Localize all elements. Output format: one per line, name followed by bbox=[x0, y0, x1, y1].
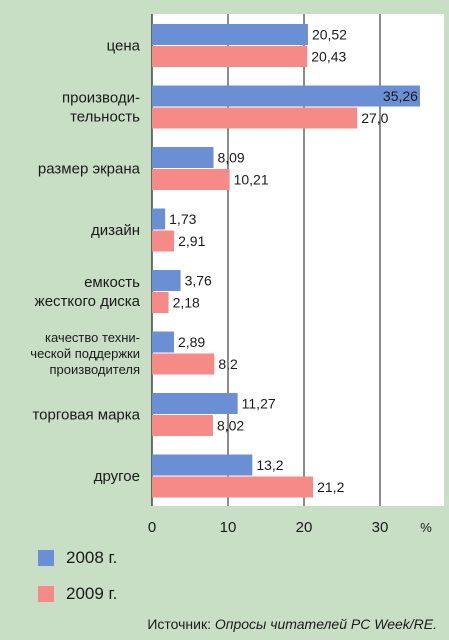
bar-2008-1 bbox=[152, 85, 420, 107]
tick-label-20: 20 bbox=[296, 519, 313, 536]
value-label: 2,91 bbox=[178, 233, 205, 249]
bar-2009-6 bbox=[152, 415, 213, 436]
value-label: 20,43 bbox=[311, 49, 346, 65]
bar-2008-3 bbox=[152, 208, 166, 230]
legend: 2008 г. 2009 г. bbox=[38, 540, 117, 612]
category-label: дизайн bbox=[91, 222, 140, 239]
value-label: 10,21 bbox=[234, 172, 269, 188]
legend-swatch-2008 bbox=[38, 550, 54, 566]
bar-2008-7 bbox=[152, 454, 253, 476]
legend-item-2009: 2009 г. bbox=[38, 576, 117, 612]
bar-2008-0 bbox=[152, 24, 308, 45]
legend-label-2008: 2008 г. bbox=[66, 548, 118, 567]
bar-2008-4 bbox=[152, 270, 181, 291]
value-label: 27,0 bbox=[361, 110, 388, 126]
value-label: 1,73 bbox=[169, 211, 196, 227]
value-label: 20,52 bbox=[312, 27, 347, 43]
bar-2009-3 bbox=[152, 230, 175, 252]
source-body: Опросы читателей PC Week/RE. bbox=[214, 616, 437, 632]
category-label: жесткого диска bbox=[35, 293, 141, 310]
category-label: производителя bbox=[49, 362, 140, 377]
value-label: 11,27 bbox=[242, 396, 276, 412]
tick-label-30: 30 bbox=[372, 519, 389, 536]
unit-label: % bbox=[420, 520, 432, 535]
category-label: производи- bbox=[62, 90, 140, 107]
source-prefix: Источник: bbox=[147, 616, 215, 632]
legend-item-2008: 2008 г. bbox=[38, 540, 117, 576]
value-label: 8,2 bbox=[218, 356, 238, 372]
category-label: тельность bbox=[70, 109, 140, 126]
bar-2009-5 bbox=[152, 353, 215, 375]
value-label: 35,26 bbox=[383, 88, 418, 104]
value-label: 2,89 bbox=[178, 334, 205, 350]
bar-2009-1 bbox=[152, 107, 358, 129]
bar-2008-6 bbox=[152, 393, 238, 414]
value-label: 13,2 bbox=[256, 457, 283, 473]
category-label: размер экрана bbox=[38, 161, 141, 178]
value-label: 8,09 bbox=[217, 150, 244, 166]
value-label: 2,18 bbox=[173, 295, 200, 311]
value-label: 8,02 bbox=[217, 418, 244, 434]
category-label: емкость bbox=[84, 274, 140, 291]
legend-swatch-2009 bbox=[38, 586, 54, 602]
category-label: торговая марка bbox=[32, 407, 140, 424]
bar-2009-2 bbox=[152, 169, 230, 190]
legend-label-2009: 2009 г. bbox=[66, 584, 118, 603]
bar-2008-5 bbox=[152, 331, 174, 353]
category-label: ческой поддержки bbox=[30, 346, 140, 361]
bar-2009-7 bbox=[152, 476, 314, 498]
source-note: Источник: Опросы читателей PC Week/RE. bbox=[147, 616, 437, 632]
value-label: 21,2 bbox=[317, 479, 344, 495]
tick-label-0: 0 bbox=[148, 519, 156, 536]
bar-2009-4 bbox=[152, 292, 169, 313]
category-label: цена bbox=[107, 38, 141, 55]
category-label: другое bbox=[94, 468, 140, 485]
bar-2009-0 bbox=[152, 46, 308, 67]
bar-2008-2 bbox=[152, 147, 214, 168]
value-label: 3,76 bbox=[185, 273, 212, 289]
category-label: качество техни- bbox=[45, 330, 140, 345]
tick-label-10: 10 bbox=[220, 519, 237, 536]
